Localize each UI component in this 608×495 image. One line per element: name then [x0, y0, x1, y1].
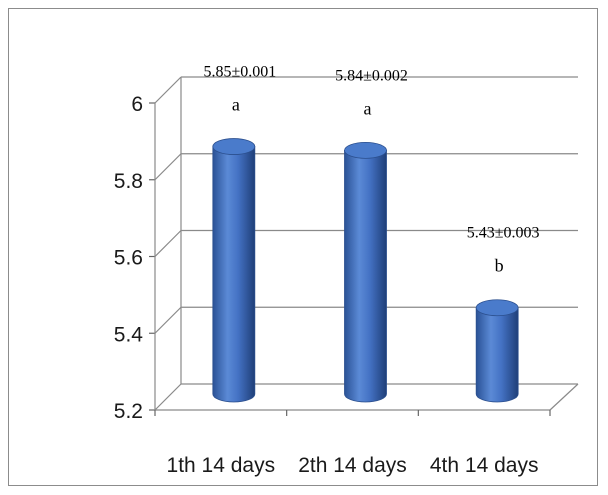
gridline-side	[154, 306, 182, 334]
bar	[475, 299, 519, 403]
gridline-side	[154, 76, 182, 104]
y-tick-label: 5.2	[114, 400, 143, 423]
y-tick-label: 6	[131, 93, 143, 116]
bar-top	[475, 299, 519, 317]
gridline-side	[154, 383, 182, 411]
floor-edge	[549, 383, 579, 411]
data-label: 5.85±0.001	[203, 64, 276, 81]
bar-body	[344, 150, 387, 403]
group-letter: a	[364, 98, 372, 118]
x-tick-label: 1th 14 days	[167, 454, 276, 477]
gridline-side	[154, 230, 182, 257]
y-tick-label: 5.4	[114, 323, 144, 346]
bar-body	[212, 146, 256, 403]
y-tick-label: 5.6	[114, 247, 143, 270]
axes	[149, 77, 579, 416]
gridline-side	[154, 153, 182, 181]
bar-body	[475, 307, 519, 403]
group-letter: a	[232, 95, 240, 115]
x-tick-label: 2th 14 days	[298, 454, 407, 477]
chart-frame	[8, 8, 598, 486]
group-letter: b	[495, 256, 504, 276]
y-tick-label: 5.8	[114, 170, 143, 193]
x-tick-label: 4th 14 days	[430, 454, 539, 477]
bar-top	[212, 138, 256, 155]
labels: 5.2 5.4 5.6 5.8 6 1th 14 days 5.85±0.001 a 2th 1…	[114, 64, 540, 477]
bars	[212, 138, 519, 403]
bar	[344, 141, 387, 403]
bar-top	[344, 141, 387, 159]
data-label: 5.43±0.003	[467, 225, 540, 242]
bar	[212, 138, 256, 403]
data-label: 5.84±0.002	[335, 67, 408, 84]
